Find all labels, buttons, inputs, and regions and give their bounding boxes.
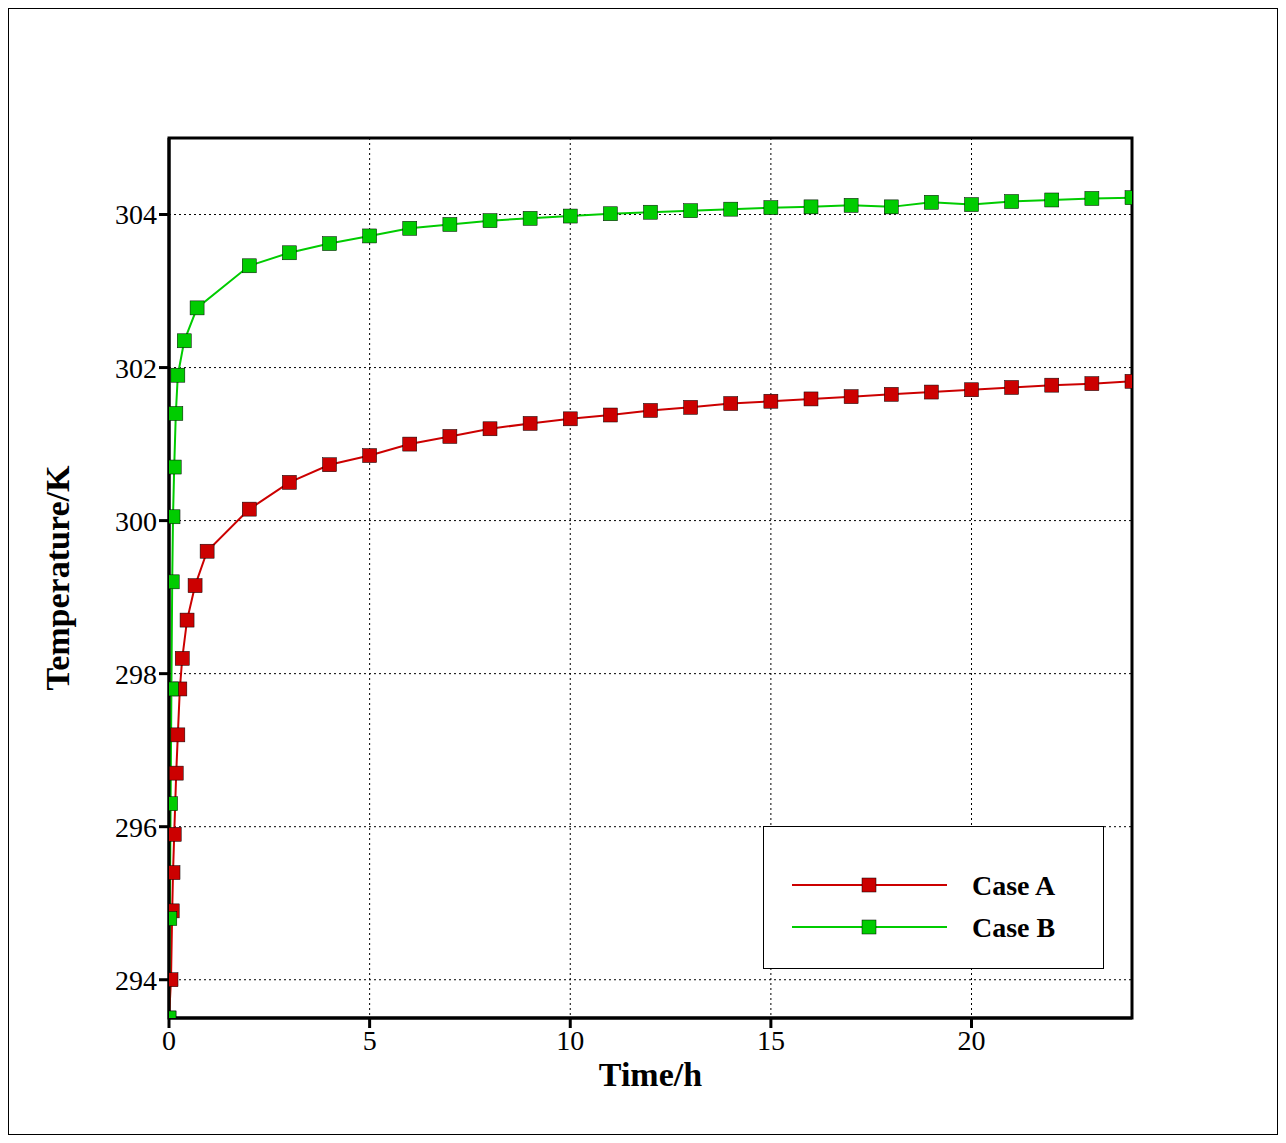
svg-text:0: 0: [162, 1025, 176, 1056]
svg-text:304: 304: [115, 199, 157, 230]
svg-text:296: 296: [115, 812, 157, 843]
svg-text:20: 20: [958, 1025, 986, 1056]
svg-text:Case B: Case B: [972, 912, 1055, 943]
svg-text:300: 300: [115, 506, 157, 537]
svg-text:302: 302: [115, 353, 157, 384]
svg-text:5: 5: [363, 1025, 377, 1056]
svg-text:10: 10: [556, 1025, 584, 1056]
svg-text:15: 15: [757, 1025, 785, 1056]
svg-text:Case A: Case A: [972, 870, 1056, 901]
svg-text:Temperature/K: Temperature/K: [39, 465, 76, 690]
svg-text:Time/h: Time/h: [599, 1056, 702, 1093]
svg-text:298: 298: [115, 659, 157, 690]
svg-text:294: 294: [115, 965, 157, 996]
